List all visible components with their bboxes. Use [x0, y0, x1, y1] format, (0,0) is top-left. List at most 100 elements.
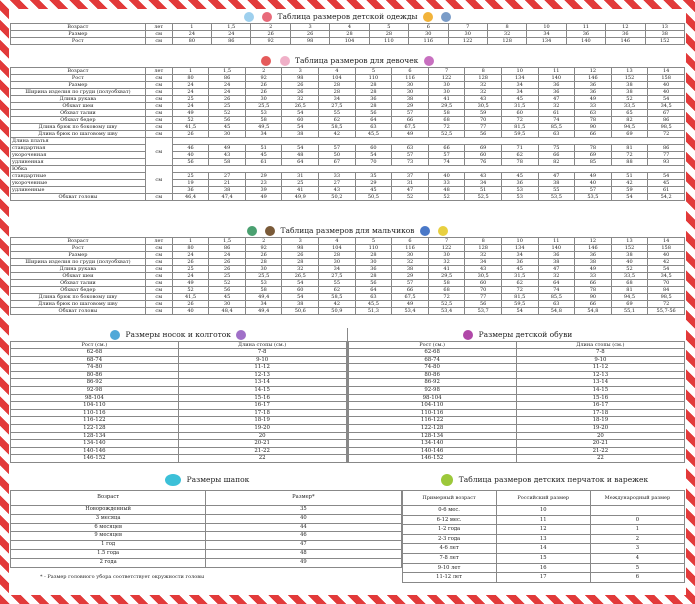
sailboat-icon — [438, 226, 449, 236]
socks-size-table: Рост (см.) Длина стопы (см.) 62-68 7-8 68-74… — [10, 341, 347, 463]
table-cell: 98 — [281, 244, 320, 252]
table-row: Возраст лет 1 1,5 2 3 4 5 6 7 8 10 11 12 13 14 — [10, 237, 685, 245]
table-cell: 49,4 — [244, 293, 283, 301]
table-cell: 41,5 — [171, 123, 210, 131]
table-cell: 86 — [647, 116, 685, 124]
table-cell: Длина брюк по боковому шву — [10, 123, 146, 131]
table-cell: 33 — [318, 172, 356, 180]
table-cell: 84 — [647, 286, 685, 294]
socks-title-text: Размеры носок и колготок — [125, 330, 231, 339]
table-cell: 68-74 — [10, 355, 179, 365]
table-cell: 26 — [281, 251, 320, 259]
table-cell: 13 — [610, 67, 649, 75]
table-cell: 77 — [464, 293, 502, 301]
table-cell: 38 — [610, 88, 649, 96]
table-cell: 38 — [610, 251, 649, 259]
table-row: Длина платья см — [10, 137, 685, 166]
table-cell: 26 — [244, 81, 283, 89]
table-row: 110-116 17-18 — [347, 408, 685, 418]
table-cell: лет — [144, 237, 173, 245]
table-cell: 158 — [647, 74, 685, 82]
table-cell: 30 — [244, 265, 283, 273]
table-cell: 80-86 — [10, 370, 179, 380]
table-cell: 52,5 — [464, 193, 502, 201]
table-cell: Юбка — [10, 165, 146, 173]
table-cell: 43 — [464, 95, 502, 103]
table-cell: 13-14 — [177, 378, 347, 387]
table-cell: 28 — [354, 272, 393, 280]
table-cell: 56 — [464, 300, 502, 308]
table-cell: 32 — [464, 81, 502, 89]
rattle-icon — [262, 12, 273, 22]
table-cell: 26 — [289, 30, 331, 38]
table-cell: 43 — [464, 265, 502, 273]
table-cell: 146-152 — [10, 454, 179, 463]
table-cell: 29,5 — [427, 272, 466, 280]
table-cell: 110 — [354, 244, 393, 252]
table-cell: 128 — [486, 37, 528, 45]
table-cell: 86-92 — [10, 378, 179, 387]
kids-section: Таблица размеров детской одежды Возраст л… — [10, 10, 685, 45]
table-cell: 128 — [464, 74, 502, 82]
table-row: Длина брюк по шаговому шву см 26 30 34 38 42 45… — [10, 300, 685, 308]
table-cell: 61 — [647, 186, 685, 194]
table-cell: 72 — [500, 116, 539, 124]
table-row: 0-6 мес. 10 — [401, 505, 685, 516]
table-cell — [171, 165, 685, 173]
table-cell: 50,5 — [354, 193, 393, 201]
table-cell: 9 месяцев — [10, 531, 207, 542]
table-cell: 47 — [537, 172, 576, 180]
table-cell: 64 — [354, 116, 393, 124]
table-cell: 28 — [354, 81, 393, 89]
table-cell: 57 — [574, 186, 612, 194]
table-cell: 5 — [368, 23, 410, 31]
table-row: 104-110 16-17 — [347, 401, 685, 410]
table-cell: 51 — [610, 172, 649, 180]
table-cell: 72 — [427, 123, 466, 131]
table-cell: 48 — [205, 548, 402, 559]
table-cell: 71 — [500, 144, 539, 152]
table-cell: 25 — [171, 265, 210, 273]
table-row: Новорожденный 35 — [10, 505, 402, 515]
table-cell: 134 — [526, 37, 567, 45]
toy-car-icon — [246, 226, 257, 236]
table-cell: 104 — [329, 37, 370, 45]
table-cell: 67 — [647, 109, 685, 117]
boys-size-table: Возраст лет 1 1,5 2 3 4 5 6 7 8 10 11 12 13 14 Рост см 80 8… — [10, 237, 685, 315]
table-cell: 51 — [244, 144, 283, 152]
table-cell: 30 — [447, 30, 488, 38]
table-cell: 57 — [427, 151, 466, 159]
kids-size-table: Возраст лет 1 1,5 2 3 4 5 6 7 8 10 11 12 13 Размер см 24 2… — [10, 23, 685, 45]
table-cell: 45 — [500, 265, 539, 273]
table-cell: 53,4 — [391, 307, 429, 315]
table-row: 86-92 13-14 — [10, 378, 347, 387]
table-cell: 30 — [391, 81, 429, 89]
table-cell: 62 — [318, 286, 356, 294]
table-cell: 14 — [647, 237, 685, 245]
table-cell: см — [144, 30, 173, 38]
table-cell: 78 — [500, 158, 539, 166]
table-cell: 10 — [495, 505, 591, 516]
table-cell: 66 — [537, 151, 576, 159]
table-cell: 11 — [495, 514, 591, 526]
table-cell: 12 — [605, 23, 646, 31]
table-cell: 35 — [205, 505, 402, 515]
table-cell: 58,5 — [318, 293, 356, 301]
table-cell: Ширина изделия по груди (полуобхват) — [10, 258, 146, 266]
table-cell: 7-8 — [177, 348, 347, 357]
table-cell: 58 — [427, 279, 466, 287]
shoe-icon — [463, 330, 474, 340]
table-cell: 48,4 — [208, 307, 246, 315]
table-cell: 3 месяца — [10, 513, 207, 524]
table-cell: 24 — [171, 251, 210, 259]
table-cell: 30 — [354, 258, 393, 266]
table-cell: 53 — [500, 186, 539, 194]
table-cell: 7 — [427, 237, 466, 245]
table-cell: 81 — [610, 286, 649, 294]
table-cell: 24 — [171, 30, 213, 38]
table-header-row: Рост (см.) Длина стопы (см.) — [10, 341, 347, 349]
shoes-title: Размеры детской обуви — [348, 328, 686, 341]
table-cell: лет — [144, 67, 173, 75]
table-cell: 32 — [486, 30, 528, 38]
boys-title: Таблица размеров для мальчиков — [10, 224, 685, 237]
